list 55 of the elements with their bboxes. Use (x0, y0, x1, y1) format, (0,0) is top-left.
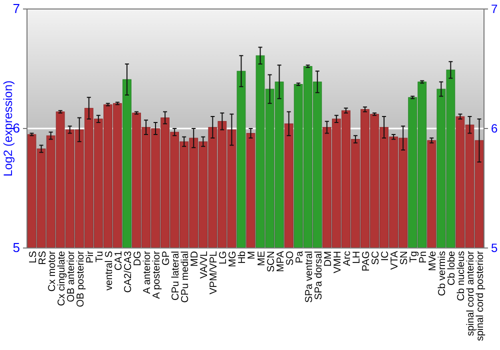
x-tick-label: CPu lateral (170, 251, 182, 300)
x-tick-label: LG (218, 250, 230, 264)
x-tick-label: OB posterior (75, 250, 86, 308)
x-tick-label: Cb lobe (446, 250, 458, 286)
x-tick-label: SN (399, 251, 410, 265)
x-tick-label: IC (380, 251, 392, 261)
x-tick-label: Tg (408, 251, 420, 263)
x-tick-label: spinal cord posterior (475, 250, 486, 342)
x-tick-label: Pir (84, 250, 96, 264)
y-tick-label: 6 (12, 120, 20, 136)
x-tick-label: VA/VL (199, 250, 210, 279)
x-tick-label: MPA (275, 250, 286, 272)
x-tick-label: OB anterior (66, 250, 77, 302)
x-tick-label: ME (256, 250, 268, 266)
x-tick-label: VMH (332, 251, 344, 274)
x-tick-label: M (246, 251, 258, 260)
x-tick-label: Cb vermis (437, 251, 448, 296)
x-tick-label: Tu (94, 251, 106, 262)
y-tick-label: 7 (12, 1, 20, 16)
x-tick-label: CA1 (113, 250, 124, 270)
x-tick-label: DG (132, 250, 144, 266)
x-tick-label: LH (351, 251, 362, 264)
x-tick-label: SPa ventral (304, 251, 315, 303)
x-tick-label: ventral S (104, 250, 115, 290)
x-tick-label: DM (322, 251, 334, 267)
y2-tick-label: 5 (491, 240, 498, 255)
x-tick-label: Arc (342, 251, 353, 266)
x-tick-label: SO (284, 250, 296, 266)
x-tick-label: SC (370, 251, 382, 265)
x-tick-label: Pn (418, 251, 430, 264)
x-tick-label: A posterior (152, 250, 163, 299)
x-tick-label: VPM/VPL (208, 250, 220, 294)
y-axis-title: Log2 (expression) (1, 80, 15, 177)
y-tick-label: 5 (12, 240, 20, 256)
x-tick-label: GP (161, 250, 172, 266)
x-tick-label: A anterior (142, 250, 154, 294)
x-tick-label: CPu medial (180, 251, 192, 303)
x-tick-label: MVe (428, 250, 439, 272)
x-tick-label: Cx cingulate (56, 250, 68, 306)
x-tick-label: LS (28, 250, 39, 264)
x-tick-label: MD (190, 251, 201, 267)
y2-tick-label: 6 (491, 121, 498, 136)
x-tick-label: SPa dorsal (313, 251, 324, 300)
x-tick-label: PAG (360, 250, 372, 272)
x-tick-label: Cx motor (46, 250, 58, 292)
x-tick-label: Pa (294, 250, 306, 264)
x-tick-label: VTA (390, 250, 401, 270)
x-tick-label: Hb (237, 250, 248, 264)
x-tick-label: RS (37, 250, 48, 265)
x-tick-label: spinal cord anterior (466, 250, 477, 336)
x-tick-label: MG (228, 250, 239, 268)
y2-tick-label: 7 (491, 2, 498, 16)
x-tick-label: SCN (266, 251, 277, 272)
x-tick-label: Cb nucleus (456, 251, 468, 302)
x-tick-label: CA2/CA3 (122, 250, 134, 293)
